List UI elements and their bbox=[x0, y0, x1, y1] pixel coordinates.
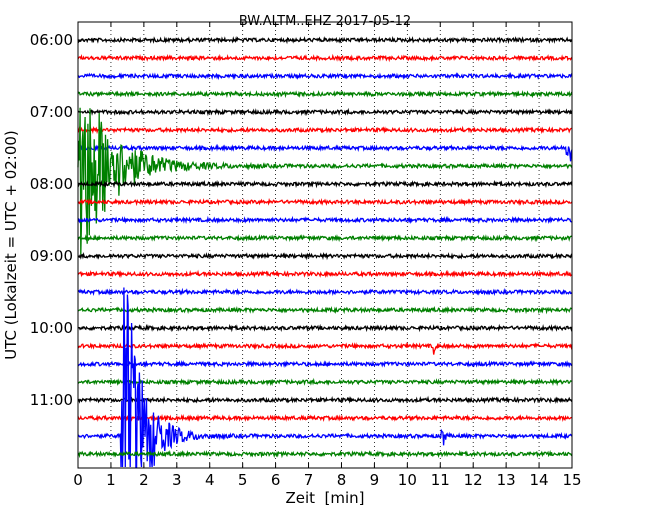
trace-0930 bbox=[77, 287, 573, 297]
x-tick-label: 4 bbox=[205, 471, 215, 489]
x-tick-label: 6 bbox=[271, 471, 281, 489]
trace-0630 bbox=[77, 71, 573, 81]
trace-1030 bbox=[77, 359, 573, 369]
seismogram-traces bbox=[77, 35, 573, 468]
plot-frame bbox=[77, 21, 573, 469]
y-tick-label: 07:00 bbox=[30, 103, 73, 121]
trace-0745 bbox=[77, 107, 573, 255]
x-tick-label: 11 bbox=[431, 471, 450, 489]
x-tick-label: 7 bbox=[304, 471, 314, 489]
trace-0800 bbox=[77, 179, 573, 189]
trace-1000 bbox=[77, 323, 573, 333]
x-axis-label: Zeit [min] bbox=[285, 489, 364, 507]
trace-1145 bbox=[77, 449, 573, 459]
y-tick-label: 11:00 bbox=[30, 391, 73, 409]
trace-0845 bbox=[77, 233, 573, 243]
trace-0715 bbox=[77, 125, 573, 135]
trace-1130 bbox=[77, 287, 573, 468]
x-tick-label: 15 bbox=[562, 471, 581, 489]
x-tick-label: 2 bbox=[139, 471, 149, 489]
x-axis-ticks: 0 1 2 3 4 5 6 7 8 9 10 11 12 13 14 15 bbox=[73, 22, 582, 489]
x-tick-label: 1 bbox=[106, 471, 116, 489]
x-tick-label: 9 bbox=[370, 471, 380, 489]
y-tick-label: 09:00 bbox=[30, 247, 73, 265]
x-tick-label: 5 bbox=[238, 471, 248, 489]
x-tick-label: 3 bbox=[172, 471, 182, 489]
trace-0945 bbox=[77, 305, 573, 315]
y-tick-label: 10:00 bbox=[30, 319, 73, 337]
x-tick-label: 12 bbox=[464, 471, 483, 489]
trace-1045 bbox=[77, 377, 572, 387]
trace-0830 bbox=[77, 215, 573, 225]
trace-0600 bbox=[77, 35, 573, 45]
trace-0615 bbox=[77, 53, 573, 63]
trace-0700 bbox=[77, 107, 573, 117]
trace-0900 bbox=[77, 251, 573, 261]
trace-0645 bbox=[77, 89, 573, 99]
y-axis-ticks: 06:00 07:00 08:00 09:00 10:00 11:00 bbox=[30, 31, 572, 409]
x-tick-label: 0 bbox=[73, 471, 83, 489]
trace-0915 bbox=[77, 269, 573, 279]
trace-0815 bbox=[77, 197, 573, 207]
x-tick-label: 8 bbox=[337, 471, 347, 489]
trace-0730 bbox=[77, 143, 573, 162]
trace-1015 bbox=[77, 341, 573, 355]
y-tick-label: 06:00 bbox=[30, 31, 73, 49]
x-tick-label: 14 bbox=[530, 471, 549, 489]
y-tick-label: 08:00 bbox=[30, 175, 73, 193]
x-tick-label: 13 bbox=[497, 471, 516, 489]
trace-1115 bbox=[77, 413, 573, 423]
x-tick-label: 10 bbox=[398, 471, 417, 489]
trace-1100 bbox=[77, 395, 573, 404]
y-axis-label: UTC (Lokalzeit = UTC + 02:00) bbox=[2, 130, 20, 360]
